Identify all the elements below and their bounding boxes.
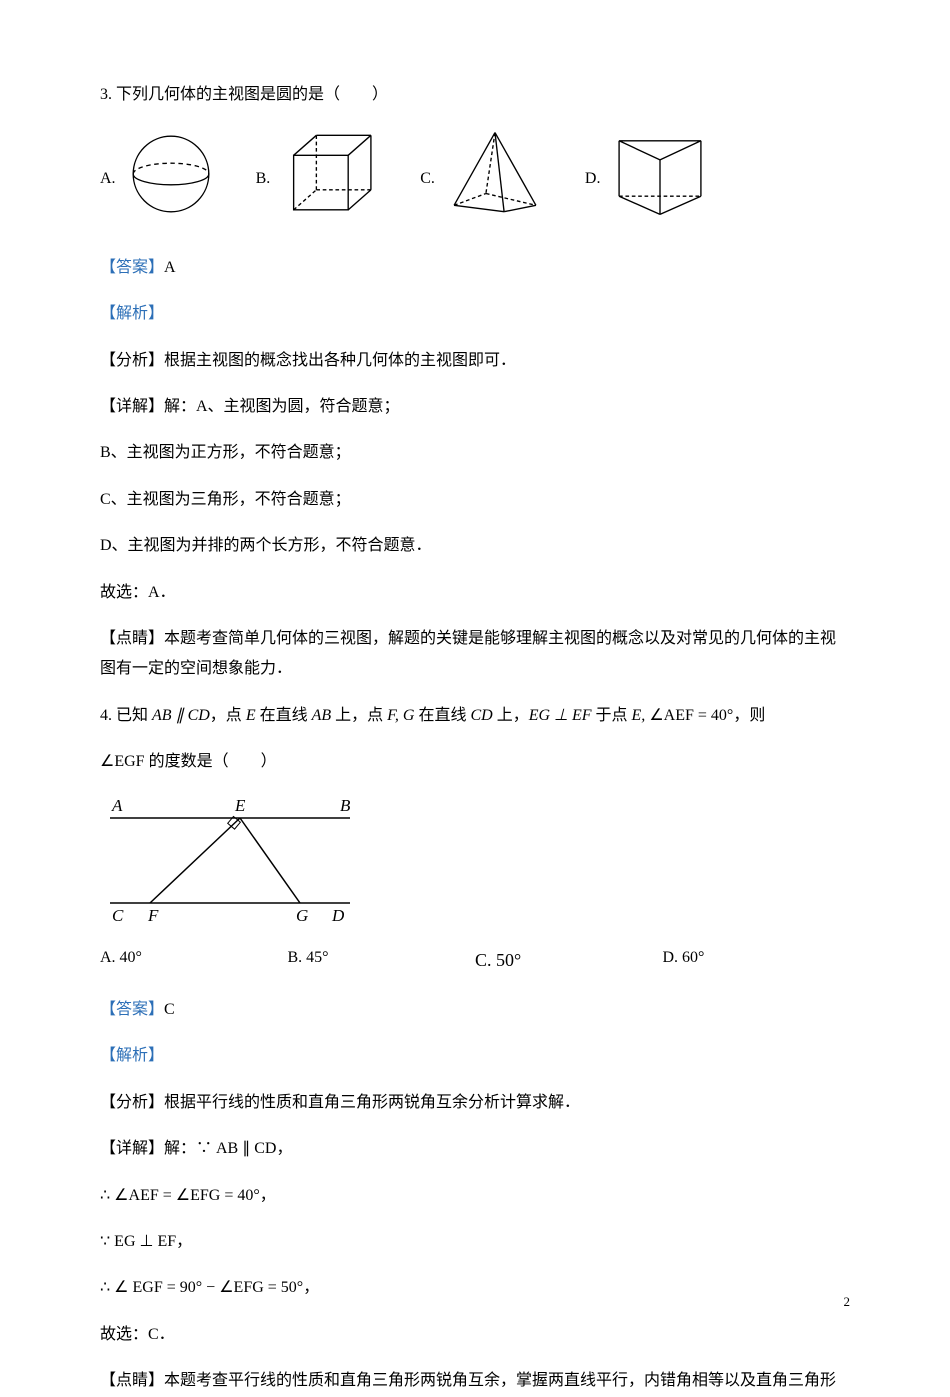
q4-analysis-label: 【解析】 bbox=[100, 1041, 850, 1071]
q3-options-row: A. B. C. bbox=[100, 126, 850, 232]
q4-mid5: 上， bbox=[493, 707, 529, 724]
diag-label-F: F bbox=[147, 906, 159, 925]
q4-mid4: 在直线 bbox=[414, 707, 470, 724]
q4-angle: ∠AEF = 40° bbox=[649, 707, 733, 724]
q4-option-c: C. 50° bbox=[475, 943, 663, 977]
q3-detail-c: C、主视图为三角形，不符合题意； bbox=[100, 485, 850, 515]
q4-analysis-line: 【分析】根据平行线的性质和直角三角形两锐角互余分析计算求解． bbox=[100, 1088, 850, 1118]
q3-option-c-letter: C. bbox=[420, 164, 435, 194]
q4-mid3: 上，点 bbox=[331, 707, 387, 724]
q4-AB: AB bbox=[312, 707, 332, 724]
q4-answer: 【答案】C bbox=[100, 995, 850, 1025]
q4-point: 【点睛】本题考查平行线的性质和直角三角形两锐角互余，掌握两直线平行，内错角相等以… bbox=[100, 1366, 850, 1396]
answer-label: 【答案】 bbox=[100, 1001, 164, 1018]
q3-option-c: C. bbox=[420, 126, 545, 232]
q4-detail-header: 【详解】解：∵ AB ∥ CD， bbox=[100, 1134, 850, 1164]
q4-expr2: EG ⊥ EF bbox=[529, 707, 592, 724]
q4-E: E bbox=[246, 707, 256, 724]
q3-select: 故选：A． bbox=[100, 578, 850, 608]
q3-option-b: B. bbox=[256, 126, 381, 232]
q4-step1: ∴ ∠AEF = ∠EFG = 40°， bbox=[100, 1181, 850, 1211]
q4-diagram: A E B C F G D bbox=[100, 793, 850, 934]
q3-analysis-line: 【分析】根据主视图的概念找出各种几何体的主视图即可． bbox=[100, 346, 850, 376]
pyramid-icon bbox=[445, 126, 545, 232]
q4-prompt: 4. 已知 AB ∥ CD，点 E 在直线 AB 上，点 F, G 在直线 CD… bbox=[100, 701, 850, 731]
q3-detail-b: B、主视图为正方形，不符合题意； bbox=[100, 438, 850, 468]
answer-label: 【答案】 bbox=[100, 259, 164, 276]
sphere-icon bbox=[126, 129, 216, 230]
q3-detail-a: 【详解】解：A、主视图为圆，符合题意； bbox=[100, 392, 850, 422]
diag-label-G: G bbox=[296, 906, 308, 925]
q4-option-b: B. 45° bbox=[288, 943, 476, 977]
q3-option-a: A. bbox=[100, 129, 216, 230]
q4-Ec: E, bbox=[632, 707, 650, 724]
q4-options-row: A. 40° B. 45° C. 50° D. 60° bbox=[100, 943, 850, 977]
diag-label-C: C bbox=[112, 906, 124, 925]
q4-option-d: D. 60° bbox=[663, 943, 851, 977]
q4-FG: F, G bbox=[387, 707, 414, 724]
q3-option-a-letter: A. bbox=[100, 164, 116, 194]
q4-end: ，则 bbox=[733, 707, 765, 724]
q4-angle-egf: ∠EGF bbox=[100, 753, 145, 770]
q4-prompt-line2: ∠EGF 的度数是（ ） bbox=[100, 747, 850, 777]
q3-point: 【点睛】本题考查简单几何体的三视图，解题的关键是能够理解主视图的概念以及对常见的… bbox=[100, 624, 850, 685]
q3-answer-value: A bbox=[164, 259, 176, 276]
q3-option-d-letter: D. bbox=[585, 164, 601, 194]
diag-label-B: B bbox=[340, 796, 351, 815]
q4-step3: ∴ ∠ EGF = 90° − ∠EFG = 50°， bbox=[100, 1273, 850, 1303]
prism-icon bbox=[610, 126, 710, 232]
q4-mid6: 于点 bbox=[592, 707, 632, 724]
q3-prompt: 3. 下列几何体的主视图是圆的是（ ） bbox=[100, 80, 850, 110]
q3-option-b-letter: B. bbox=[256, 164, 271, 194]
diag-label-A: A bbox=[111, 796, 123, 815]
q4-option-a: A. 40° bbox=[100, 943, 288, 977]
q3-answer: 【答案】A bbox=[100, 253, 850, 283]
q4-step2: ∵ EG ⊥ EF， bbox=[100, 1227, 850, 1257]
q3-detail-d: D、主视图为并排的两个长方形，不符合题意． bbox=[100, 531, 850, 561]
q4-line2-end: 的度数是（ ） bbox=[145, 753, 277, 770]
cube-icon bbox=[280, 126, 380, 232]
q4-answer-value: C bbox=[164, 1001, 175, 1018]
diag-label-E: E bbox=[234, 796, 246, 815]
q4-select: 故选：C． bbox=[100, 1320, 850, 1350]
q3-analysis-label: 【解析】 bbox=[100, 299, 850, 329]
page-number: 2 bbox=[844, 1290, 851, 1315]
diag-label-D: D bbox=[331, 906, 345, 925]
q4-CD: CD bbox=[470, 707, 492, 724]
q4-pre: 4. 已知 bbox=[100, 707, 152, 724]
q3-option-d: D. bbox=[585, 126, 711, 232]
q4-mid2: 在直线 bbox=[256, 707, 312, 724]
q4-mid1: ，点 bbox=[210, 707, 246, 724]
q4-expr1: AB ∥ CD bbox=[152, 707, 210, 724]
